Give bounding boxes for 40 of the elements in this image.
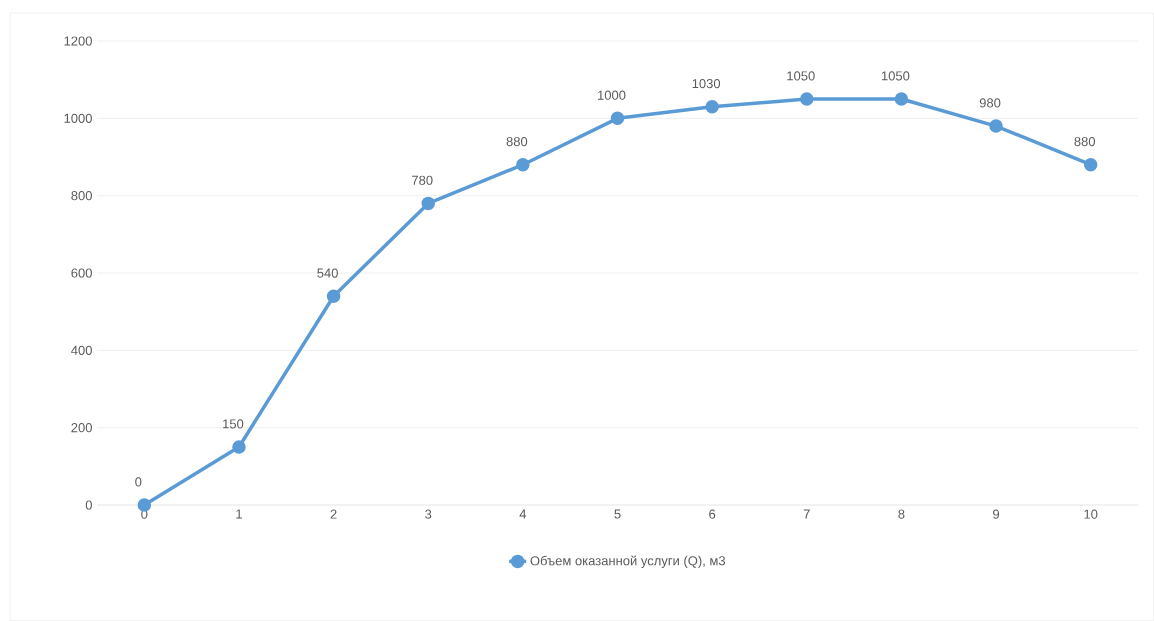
- point: [137, 498, 152, 512]
- data-label: 0: [135, 477, 142, 487]
- point: [800, 92, 814, 106]
- x-tick-label: 8: [898, 509, 905, 519]
- point: [232, 440, 246, 454]
- data-label: 150: [223, 419, 244, 429]
- y-tick-label: 800: [71, 191, 92, 201]
- y-tick-label: 200: [71, 423, 92, 433]
- x-tick-label: 2: [330, 509, 337, 519]
- point: [326, 289, 341, 303]
- data-label: 1050: [787, 71, 815, 81]
- x-tick-label: 9: [993, 509, 1000, 519]
- x-tick-label: 6: [709, 509, 716, 519]
- y-tick-label: 1000: [64, 113, 92, 123]
- point: [516, 157, 530, 172]
- legend-label: Объем оказанной услуги (Q), м3: [530, 555, 726, 568]
- data-label: 780: [412, 175, 433, 185]
- point: [894, 92, 909, 106]
- data-label: 880: [506, 136, 528, 147]
- point: [610, 111, 625, 126]
- x-tick-label: 3: [425, 509, 432, 519]
- x-tick-label: 7: [803, 509, 810, 519]
- point: [1083, 157, 1098, 172]
- x-tick-label: 1: [236, 509, 242, 519]
- data-label: 1000: [598, 90, 626, 100]
- data-label: 1050: [881, 71, 910, 81]
- data-label: 880: [1074, 136, 1096, 147]
- y-tick-label: 0: [85, 500, 92, 510]
- y-tick-label: 600: [71, 268, 92, 278]
- point: [421, 196, 435, 211]
- y-tick-label: 1200: [64, 36, 92, 46]
- y-tick-label: 400: [71, 345, 92, 355]
- data-label: 1030: [692, 78, 721, 89]
- x-tick-label: 10: [1084, 509, 1098, 519]
- point: [989, 119, 1003, 133]
- data-label: 980: [979, 98, 1001, 108]
- data-label: 540: [317, 268, 338, 278]
- point: [705, 99, 719, 114]
- x-tick-label: 5: [614, 509, 621, 519]
- x-tick-label: 4: [519, 509, 527, 519]
